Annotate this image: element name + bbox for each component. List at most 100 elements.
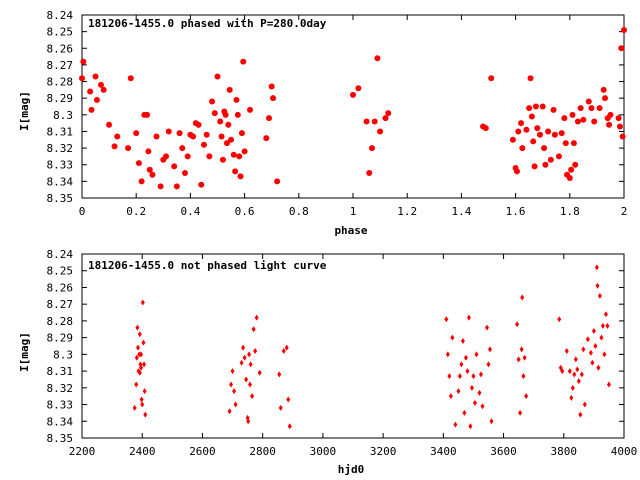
unphased-data-point [447, 373, 452, 380]
unphased-data-point [456, 388, 461, 395]
unphased-data-point [516, 356, 521, 363]
unphased-data-point [594, 264, 599, 271]
unphased-data-point [134, 381, 139, 388]
unphased-plot-frame [81, 253, 625, 439]
phased-plot-xlabel: phase [334, 224, 367, 237]
phased-data-point [542, 161, 549, 168]
phased-x-tick-label: 1.2 [397, 205, 417, 218]
unphased-x-tick-label: 3000 [310, 445, 337, 458]
unphased-data-point [564, 348, 569, 355]
unphased-y-tick-label: 8.32 [47, 382, 74, 395]
phased-data-point [230, 151, 237, 158]
unphased-data-point [281, 348, 286, 355]
unphased-data-point [232, 388, 237, 395]
phased-y-tick-label: 8.25 [47, 26, 74, 39]
phased-data-point [558, 130, 565, 137]
phased-data-point [569, 111, 576, 118]
unphased-data-point [472, 399, 477, 406]
unphased-y-tick-label: 8.3 [53, 348, 73, 361]
phased-data-point [602, 95, 609, 102]
phased-y-tick-label: 8.31 [47, 125, 74, 138]
unphased-x-tick-label: 2200 [69, 445, 96, 458]
unphased-y-tick-label: 8.24 [47, 248, 74, 261]
phased-data-point [93, 96, 100, 103]
unphased-data-point [286, 396, 291, 403]
unphased-data-point [596, 364, 601, 371]
phased-x-tick-label: 0.4 [180, 205, 200, 218]
phased-data-point [577, 105, 584, 112]
phased-data-point [615, 115, 622, 122]
phased-data-point [561, 115, 568, 122]
phased-data-point [228, 136, 235, 143]
phased-data-point [138, 178, 145, 185]
unphased-data-point [573, 356, 578, 363]
phased-data-point [541, 145, 548, 152]
phased-data-point [534, 125, 541, 132]
unphased-data-point [593, 343, 598, 349]
unphased-y-tick-label: 8.26 [47, 281, 74, 294]
phased-data-point [509, 136, 516, 143]
unphased-y-tick-label: 8.27 [47, 298, 74, 311]
phased-data-point [92, 73, 99, 80]
unphased-data-point [522, 354, 527, 361]
phased-data-point [203, 131, 210, 138]
unphased-data-point [463, 354, 468, 361]
unphased-data-point [524, 393, 529, 400]
unphased-data-point [469, 384, 474, 391]
phased-data-point [200, 141, 207, 148]
unphased-data-point [489, 418, 494, 425]
phased-data-point [588, 105, 595, 112]
phased-data-point [100, 86, 107, 93]
phased-data-point [222, 111, 229, 118]
unphased-data-point [250, 393, 255, 400]
unphased-data-point [480, 403, 485, 410]
phased-y-tick-label: 8.28 [47, 76, 74, 89]
unphased-data-point [287, 423, 292, 430]
unphased-data-point [277, 371, 282, 378]
phased-y-tick-label: 8.26 [47, 42, 74, 55]
unphased-data-point [140, 401, 145, 408]
unphased-data-point [468, 423, 473, 430]
unphased-data-point [597, 292, 602, 299]
unphased-data-point [557, 316, 562, 323]
phased-light-curve-plot: 181206-1455.0 phased with P=280.0day I[m… [18, 9, 627, 237]
unphased-plot-xlabel: hjd0 [338, 463, 365, 476]
unphased-plot-title: 181206-1455.0 not phased light curve [88, 259, 327, 272]
unphased-data-point [139, 364, 144, 371]
phased-data-point [144, 111, 151, 118]
unphased-data-point [136, 344, 141, 351]
phased-data-point [368, 145, 375, 152]
phased-data-point [149, 171, 156, 178]
phased-y-tick-label: 8.27 [47, 59, 74, 72]
phased-data-point [618, 45, 625, 52]
phased-data-point [265, 115, 272, 122]
phased-x-tick-label: 1.4 [451, 205, 471, 218]
phased-data-point [80, 58, 87, 65]
unphased-y-tick-label: 8.33 [47, 399, 74, 412]
unphased-data-point [254, 314, 259, 321]
unphased-x-tick-label: 2600 [189, 445, 216, 458]
phased-data-point [355, 85, 362, 92]
phased-y-tick-label: 8.32 [47, 142, 74, 155]
unphased-data-point [488, 346, 493, 353]
phased-data-point [214, 73, 221, 80]
phased-x-tick-label: 0.8 [289, 205, 309, 218]
phased-data-point [247, 106, 254, 113]
phased-data-point [562, 140, 569, 147]
unphased-data-point [560, 368, 565, 375]
unphased-data-point [132, 404, 137, 411]
unphased-data-point [477, 389, 482, 396]
unphased-x-tick-label: 3600 [490, 445, 517, 458]
phased-data-point [165, 128, 172, 135]
phased-data-point [238, 130, 245, 137]
phased-x-tick-label: 2 [621, 205, 628, 218]
phased-data-point [145, 148, 152, 155]
phased-y-tick-label: 8.33 [47, 159, 74, 172]
unphased-data-point [605, 322, 610, 329]
phased-data-point [171, 163, 178, 170]
unphased-data-point [518, 409, 523, 416]
phased-data-point [268, 83, 275, 90]
phased-data-point [79, 75, 85, 82]
phased-data-point [206, 153, 213, 160]
unphased-data-point [142, 388, 147, 395]
